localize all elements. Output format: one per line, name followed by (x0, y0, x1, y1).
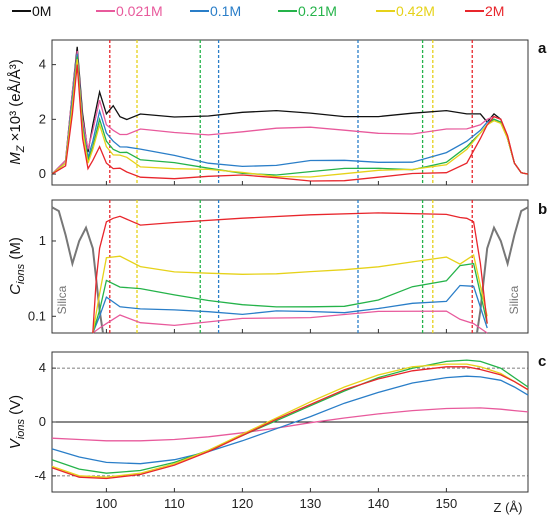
legend-label: 0.21M (298, 3, 337, 19)
legend-label: 0.42M (396, 3, 435, 19)
legend-entry-0.1M: 0.1M (190, 3, 241, 19)
y-tick-label: 2 (39, 111, 46, 126)
legend-entry-0M: 0M (12, 3, 51, 19)
ylabel-main: M (7, 152, 24, 165)
y-tick-label: 0 (39, 414, 46, 429)
x-tick-label: 140 (368, 496, 390, 511)
legend-label: 0M (32, 3, 51, 19)
ylabel-rest: ×10³ (eÅ/Å³) (7, 59, 24, 145)
y-tick-label: 4 (39, 360, 46, 375)
legend-entry-2M: 2M (465, 3, 504, 19)
y-tick-label: 4 (39, 57, 46, 72)
series-line-2M (51, 64, 529, 182)
ylabel-rest: (V) (7, 395, 24, 419)
series-line-0.42M (92, 254, 488, 334)
series-line-0.1M (51, 375, 529, 465)
ylabel-sub: ions (15, 418, 27, 439)
x-tick-label: 130 (300, 496, 322, 511)
legend: 0M 0.021M 0.1M 0.21M 0.42M 2M (12, 3, 504, 19)
panel-a-frame (51, 39, 529, 186)
legend-entry-0.21M: 0.21M (278, 3, 337, 19)
y-tick-label: -4 (34, 468, 46, 483)
ylabel-sub: ions (15, 263, 27, 284)
legend-label: 0.1M (210, 3, 241, 19)
series-line-0.21M (51, 359, 529, 474)
series-line-0.42M (51, 363, 529, 478)
panel-c-plot: 100 110 120 130 140 150 -4 0 4 (34, 359, 529, 511)
y-axis-label-c: Vions (V) (7, 395, 27, 449)
y-tick-label: 0 (39, 166, 46, 181)
panel-a-plot: 0 2 4 (39, 40, 529, 185)
y-tick-label: 1 (39, 233, 46, 248)
x-axis-label: Z (Å) (494, 500, 523, 515)
annotation-silica-right: Silica (507, 285, 521, 314)
ylabel-rest: (M) (7, 237, 24, 264)
series-line-0.42M (51, 59, 529, 178)
panel-b-plot: 0.11 (28, 200, 529, 334)
y-axis-label-b: Cions (M) (7, 237, 27, 295)
series-line-0M (51, 206, 104, 334)
series-line-0.1M (92, 284, 488, 334)
series-line-0.021M (51, 407, 529, 442)
ylabel-main: C (7, 284, 24, 295)
series-line-0.21M (92, 262, 488, 334)
panel-b-frame (51, 199, 529, 334)
x-tick-label: 120 (232, 496, 254, 511)
annotation-silica-left: Silica (55, 285, 69, 314)
x-tick-label: 100 (96, 496, 118, 511)
x-tick-label: 110 (164, 496, 185, 511)
panel-label-b: b (538, 201, 547, 218)
legend-entry-0.42M: 0.42M (376, 3, 435, 19)
ylabel-sub: Z (15, 144, 27, 153)
panel-label-a: a (538, 40, 547, 57)
x-tick-label: 150 (436, 496, 458, 511)
y-tick-label: 0.1 (28, 308, 46, 323)
legend-label: 0.021M (116, 3, 163, 19)
series-line-2M (92, 212, 488, 334)
legend-entry-0.021M: 0.021M (96, 3, 163, 19)
series-line-0.021M (92, 310, 488, 334)
series-line-2M (51, 366, 529, 480)
series-line-0M (476, 206, 529, 334)
series-line-0M (51, 46, 529, 175)
legend-label: 2M (485, 3, 504, 19)
y-axis-label-a: MZ ×10³ (eÅ/Å³) (7, 59, 27, 165)
ylabel-main: V (7, 437, 24, 449)
panel-label-c: c (538, 353, 546, 370)
